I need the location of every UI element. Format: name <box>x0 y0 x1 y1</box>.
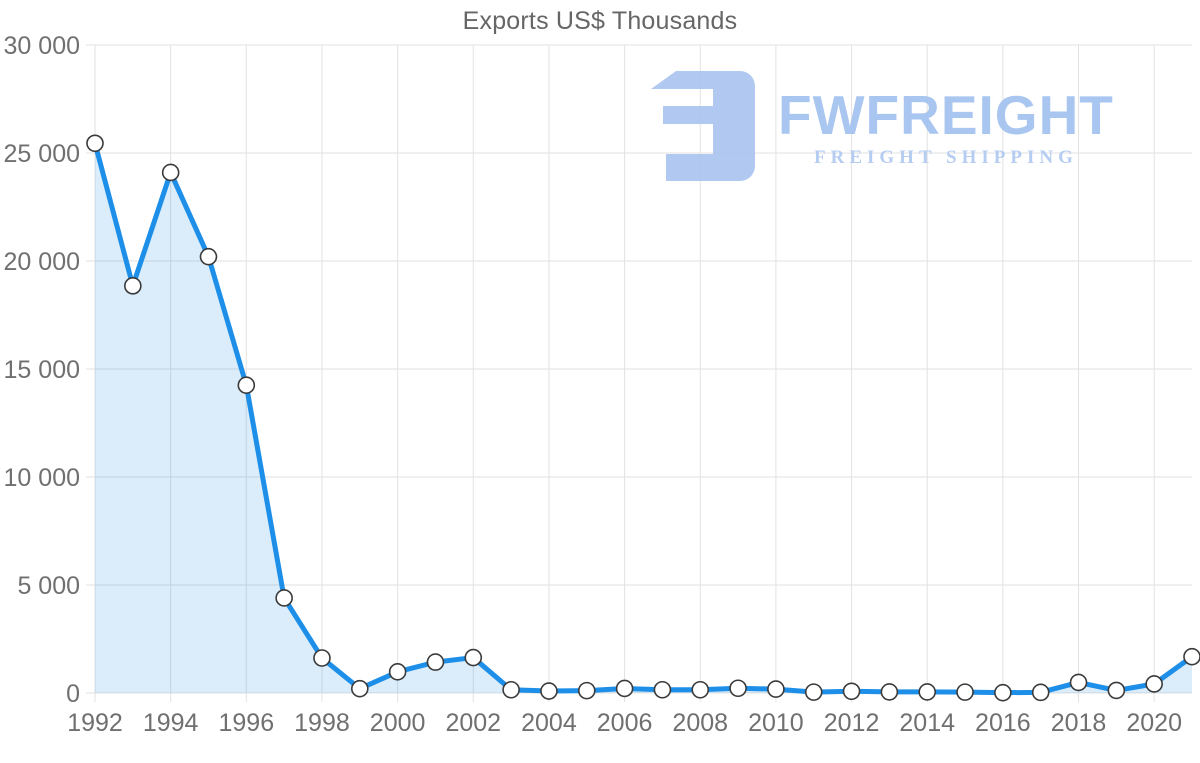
data-point-2007 <box>653 680 672 699</box>
x-axis-tick-label: 2020 <box>1126 709 1182 737</box>
data-point-2021 <box>1183 647 1200 666</box>
data-point-1993 <box>124 277 142 295</box>
x-axis-tick-label: 2016 <box>975 709 1031 737</box>
data-point-2016 <box>994 683 1012 702</box>
data-point-2017 <box>1031 683 1050 702</box>
x-axis-tick-label: 2004 <box>521 709 577 737</box>
data-point-1996 <box>237 376 256 395</box>
x-axis-tick-label: 2012 <box>824 709 880 737</box>
data-point-2019 <box>1107 681 1126 700</box>
x-axis-tick-label: 1994 <box>143 709 199 737</box>
data-point-2004 <box>540 682 558 700</box>
y-axis-tick-label: 10 000 <box>4 464 80 492</box>
data-point-1994 <box>161 163 180 182</box>
data-point-2008 <box>691 680 710 699</box>
data-point-2010 <box>767 680 785 698</box>
data-point-1999 <box>350 679 369 698</box>
x-axis-tick-label: 2002 <box>445 709 501 737</box>
data-point-1995 <box>199 247 218 266</box>
x-axis-tick-label: 1992 <box>67 709 123 737</box>
data-point-2001 <box>426 653 445 671</box>
y-axis-tick-label: 0 <box>66 680 80 708</box>
data-point-2003 <box>502 680 520 699</box>
y-axis-tick-label: 15 000 <box>4 356 80 384</box>
x-axis-tick-label: 2018 <box>1051 709 1107 737</box>
data-point-2011 <box>804 683 823 701</box>
y-axis-tick-label: 25 000 <box>4 140 80 168</box>
data-point-1992 <box>86 134 104 153</box>
data-point-2005 <box>577 681 596 700</box>
data-point-2006 <box>615 679 634 698</box>
chart-title: Exports US$ Thousands <box>462 7 738 35</box>
data-point-2013 <box>880 683 899 701</box>
x-axis-tick-label: 2006 <box>597 709 653 737</box>
data-point-2014 <box>918 683 937 701</box>
x-axis-tick-label: 1996 <box>218 709 274 737</box>
data-point-1998 <box>313 649 331 667</box>
x-axis-tick-label: 2000 <box>370 709 426 737</box>
x-axis-tick-label: 2010 <box>748 709 804 737</box>
data-point-2002 <box>464 648 483 667</box>
data-point-1997 <box>275 589 293 607</box>
data-point-2012 <box>842 682 861 701</box>
y-axis-tick-label: 20 000 <box>4 248 80 276</box>
data-point-2018 <box>1069 673 1088 692</box>
x-axis-tick-label: 2014 <box>899 709 955 737</box>
x-axis-tick-label: 1998 <box>294 709 350 737</box>
data-point-2009 <box>729 679 747 698</box>
area-fill <box>95 143 1192 693</box>
x-axis-tick-label: 2008 <box>672 709 728 737</box>
data-point-2000 <box>388 663 407 681</box>
y-axis-tick-label: 5 000 <box>17 572 80 600</box>
data-point-2015 <box>956 683 974 701</box>
y-axis-tick-label: 30 000 <box>4 32 80 60</box>
data-point-2020 <box>1145 675 1163 693</box>
